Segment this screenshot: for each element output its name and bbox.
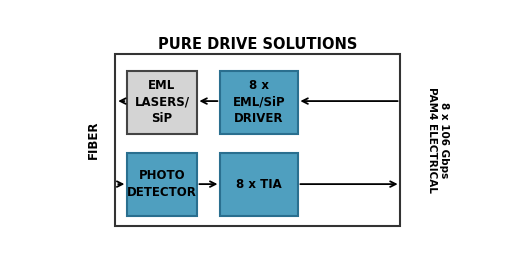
Text: 8 x TIA: 8 x TIA	[236, 178, 282, 191]
Text: FIBER: FIBER	[87, 121, 100, 159]
Text: 8 x 106 Gbps
PAM4 ELECTRICAL: 8 x 106 Gbps PAM4 ELECTRICAL	[427, 87, 449, 193]
Text: PURE DRIVE SOLUTIONS: PURE DRIVE SOLUTIONS	[158, 37, 358, 52]
Bar	[220, 153, 297, 216]
Bar	[127, 71, 197, 134]
Text: 8 x
EML/SiP
DRIVER: 8 x EML/SiP DRIVER	[233, 79, 285, 125]
Text: EML
LASERS/
SiP: EML LASERS/ SiP	[134, 79, 190, 125]
Text: PHOTO
DETECTOR: PHOTO DETECTOR	[127, 169, 197, 199]
Bar	[127, 153, 197, 216]
Bar	[115, 54, 401, 226]
Bar	[220, 71, 297, 134]
